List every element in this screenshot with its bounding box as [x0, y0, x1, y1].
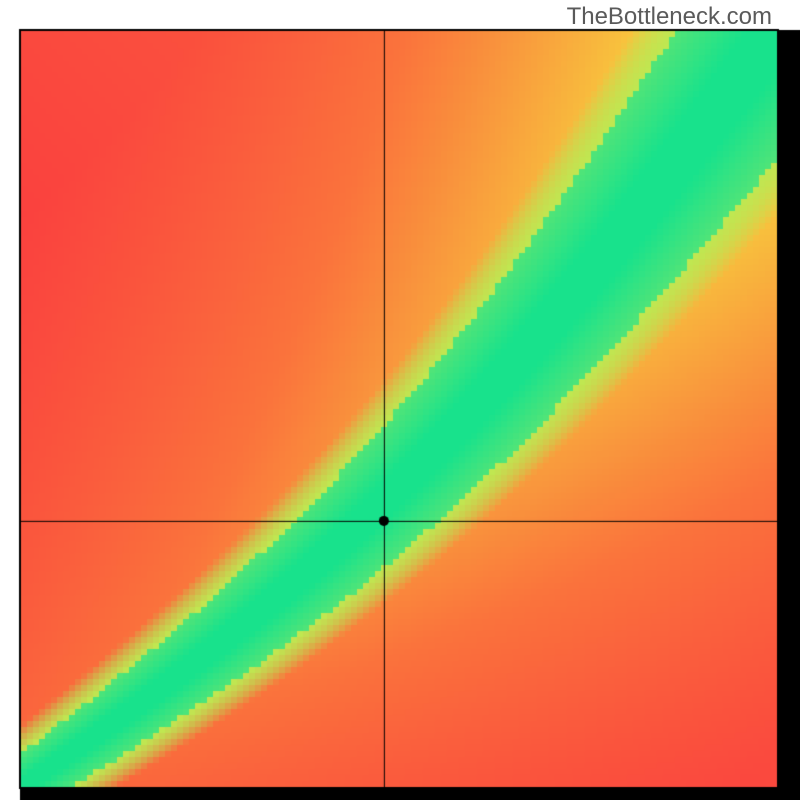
watermark-text: TheBottleneck.com — [567, 3, 772, 31]
bottleneck-heatmap — [0, 0, 800, 800]
chart-container: TheBottleneck.com — [0, 0, 800, 800]
